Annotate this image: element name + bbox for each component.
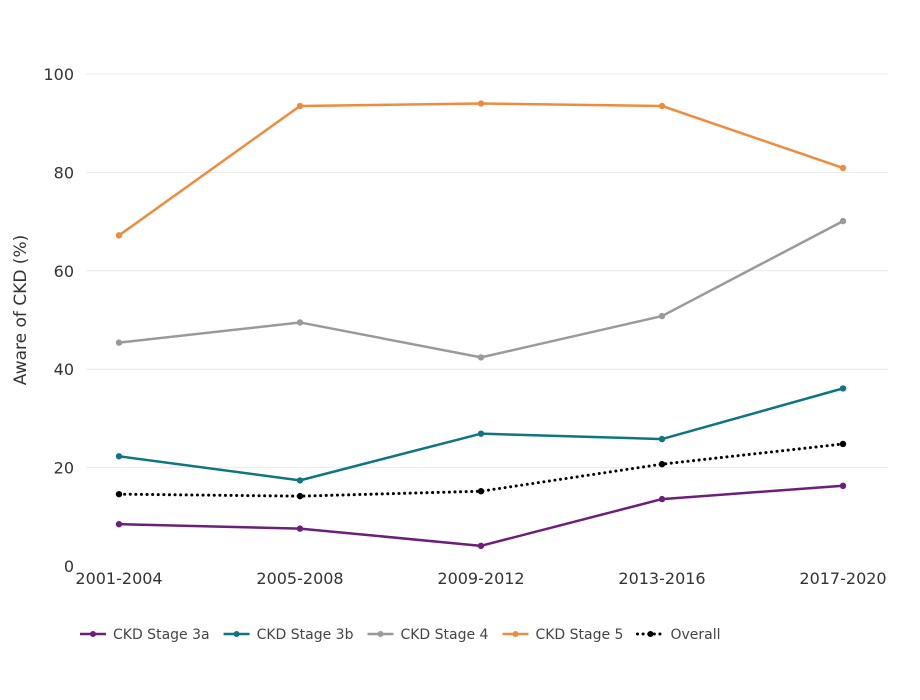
- y-tick-label-60: 60: [54, 262, 74, 281]
- y-axis-ticks: 0 20 40 60 80 100: [43, 65, 74, 576]
- data-point-overall-2017-2020[interactable]: [839, 440, 847, 448]
- series-overall: [115, 440, 847, 500]
- x-tick-label-2001-2004: 2001-2004: [75, 569, 162, 588]
- data-point-ckd-stage-3a-2005-2008[interactable]: [296, 525, 304, 532]
- data-point-overall-2001-2004[interactable]: [115, 490, 123, 498]
- legend-label-overall: Overall: [670, 627, 720, 643]
- series-layer: [115, 100, 847, 550]
- legend-item-ckd-stage-3a[interactable]: CKD Stage 3a: [80, 627, 210, 643]
- legend-label-ckd-stage-4: CKD Stage 4: [400, 627, 488, 643]
- legend-marker-ckd-stage-3a: [90, 631, 96, 637]
- x-axis-ticks: 2001-2004 2005-2008 2009-2012 2013-2016 2017…: [75, 569, 886, 588]
- data-point-ckd-stage-4-2013-2016[interactable]: [658, 312, 666, 320]
- data-point-overall-2005-2008[interactable]: [296, 492, 304, 500]
- x-tick-label-2005-2008: 2005-2008: [256, 569, 343, 588]
- legend-label-ckd-stage-3b: CKD Stage 3b: [257, 627, 354, 643]
- data-point-overall-2013-2016[interactable]: [658, 460, 666, 468]
- data-point-ckd-stage-3b-2005-2008[interactable]: [296, 477, 304, 484]
- y-tick-label-40: 40: [54, 360, 74, 379]
- legend-item-ckd-stage-5[interactable]: CKD Stage 5: [502, 627, 623, 643]
- y-tick-label-20: 20: [54, 459, 74, 478]
- legend-label-ckd-stage-3a: CKD Stage 3a: [113, 627, 210, 643]
- data-point-ckd-stage-4-2005-2008[interactable]: [296, 319, 304, 326]
- data-point-ckd-stage-5-2005-2008[interactable]: [296, 102, 304, 110]
- x-tick-label-2017-2020: 2017-2020: [799, 569, 886, 588]
- x-tick-label-2013-2016: 2013-2016: [618, 569, 705, 588]
- series-ckd-stage-3b: [115, 385, 847, 484]
- data-point-ckd-stage-3b-2009-2012[interactable]: [477, 430, 485, 437]
- data-point-ckd-stage-3b-2001-2004[interactable]: [115, 453, 123, 460]
- legend-marker-overall: [647, 631, 654, 637]
- series-line-ckd-stage-3a: [117, 484, 845, 548]
- data-point-ckd-stage-3a-2013-2016[interactable]: [658, 495, 666, 503]
- series-line-overall: [117, 442, 845, 498]
- data-point-ckd-stage-3a-2017-2020[interactable]: [839, 482, 847, 490]
- series-ckd-stage-3a: [115, 482, 847, 550]
- y-tick-label-0: 0: [64, 557, 74, 576]
- data-point-ckd-stage-5-2001-2004[interactable]: [115, 232, 123, 239]
- data-point-ckd-stage-4-2017-2020[interactable]: [839, 217, 847, 225]
- series-ckd-stage-4: [115, 217, 847, 361]
- data-point-ckd-stage-4-2009-2012[interactable]: [477, 354, 485, 361]
- legend-marker-ckd-stage-4: [377, 631, 384, 637]
- legend-marker-ckd-stage-3b: [233, 631, 240, 637]
- legend-label-ckd-stage-5: CKD Stage 5: [535, 627, 623, 643]
- y-tick-label-100: 100: [43, 65, 74, 84]
- data-point-overall-2009-2012[interactable]: [477, 488, 485, 495]
- gridlines: [86, 73, 888, 469]
- data-point-ckd-stage-4-2001-2004[interactable]: [115, 339, 123, 346]
- series-line-ckd-stage-4: [117, 219, 845, 359]
- legend-item-ckd-stage-4[interactable]: CKD Stage 4: [367, 627, 489, 643]
- legend-item-ckd-stage-3b[interactable]: CKD Stage 3b: [223, 627, 354, 643]
- y-tick-label-80: 80: [54, 163, 74, 182]
- x-tick-label-2009-2012: 2009-2012: [437, 569, 524, 588]
- data-point-ckd-stage-5-2009-2012[interactable]: [477, 100, 485, 107]
- legend-item-overall[interactable]: Overall: [635, 627, 721, 643]
- y-axis-title: Aware of CKD (%): [11, 235, 31, 385]
- data-point-ckd-stage-3b-2017-2020[interactable]: [839, 385, 847, 392]
- series-line-ckd-stage-5: [117, 102, 845, 237]
- legend-marker-ckd-stage-5: [512, 631, 519, 637]
- legend: CKD Stage 3a CKD Stage 3b CKD Stage 4 CKD S…: [80, 627, 721, 643]
- data-point-ckd-stage-3b-2013-2016[interactable]: [658, 435, 666, 443]
- series-ckd-stage-5: [115, 100, 847, 239]
- data-point-ckd-stage-5-2017-2020[interactable]: [839, 164, 847, 172]
- data-point-ckd-stage-3a-2009-2012[interactable]: [477, 542, 485, 550]
- data-point-ckd-stage-5-2013-2016[interactable]: [658, 102, 666, 110]
- data-point-ckd-stage-3a-2001-2004[interactable]: [115, 520, 123, 528]
